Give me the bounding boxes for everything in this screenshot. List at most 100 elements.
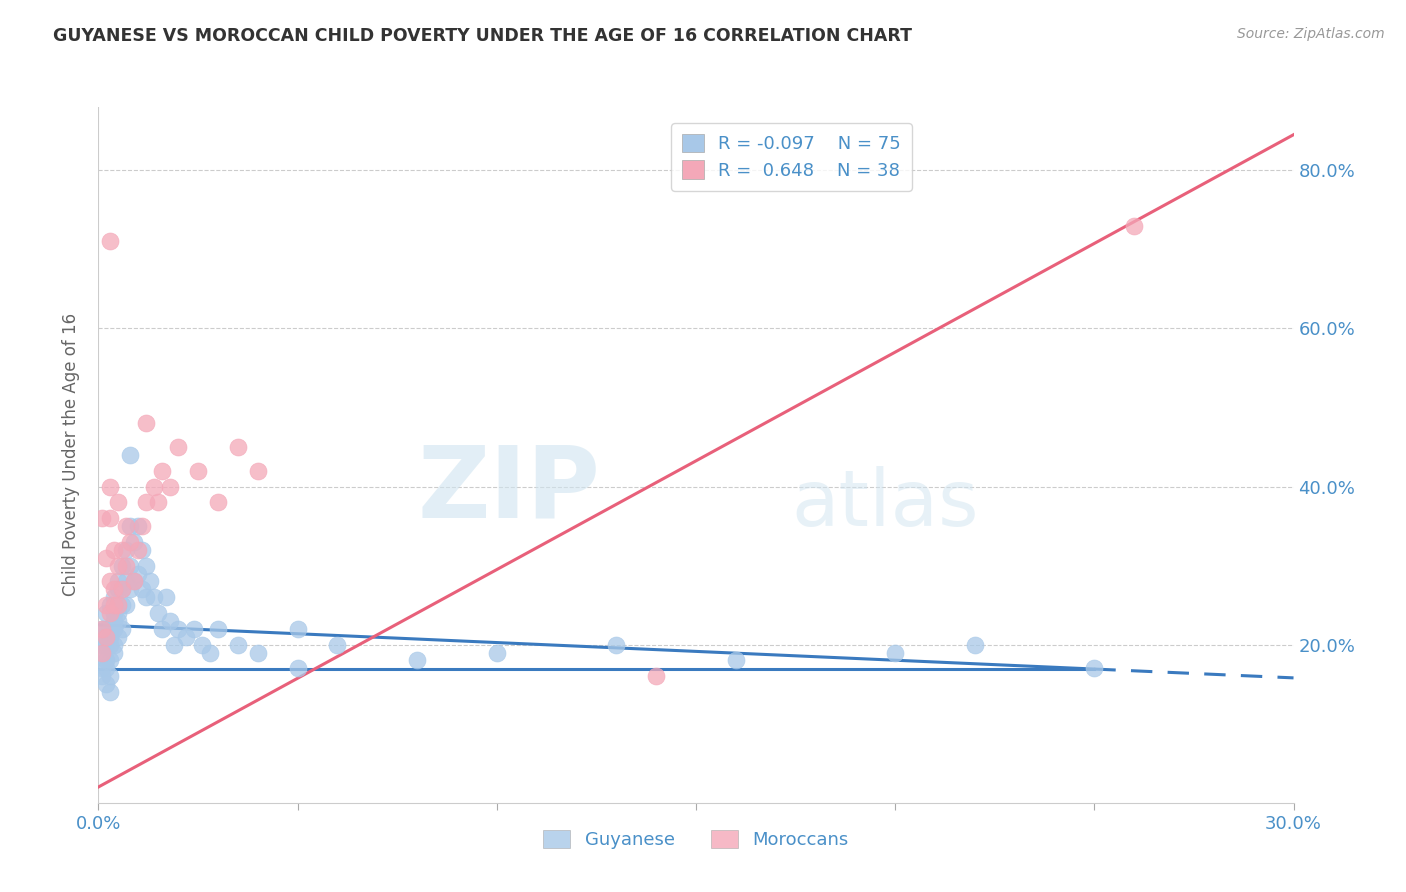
Moroccans bbox=[226, 440, 249, 454]
Moroccans bbox=[246, 464, 269, 478]
Guyanese bbox=[103, 591, 125, 605]
Guyanese bbox=[111, 622, 134, 636]
Guyanese bbox=[103, 646, 125, 660]
Moroccans bbox=[207, 495, 229, 509]
Guyanese bbox=[148, 606, 170, 620]
Text: GUYANESE VS MOROCCAN CHILD POVERTY UNDER THE AGE OF 16 CORRELATION CHART: GUYANESE VS MOROCCAN CHILD POVERTY UNDER… bbox=[53, 27, 912, 45]
Guyanese bbox=[91, 669, 114, 683]
Guyanese bbox=[91, 638, 114, 652]
Guyanese bbox=[174, 630, 197, 644]
Guyanese bbox=[115, 598, 138, 612]
Guyanese bbox=[406, 653, 429, 667]
Guyanese bbox=[115, 542, 138, 557]
Moroccans bbox=[1123, 219, 1146, 233]
Guyanese bbox=[120, 519, 142, 533]
Guyanese bbox=[96, 630, 118, 644]
Guyanese bbox=[127, 519, 149, 533]
Guyanese bbox=[98, 598, 122, 612]
Guyanese bbox=[91, 646, 114, 660]
Moroccans bbox=[131, 519, 153, 533]
Guyanese bbox=[191, 638, 214, 652]
Text: Source: ZipAtlas.com: Source: ZipAtlas.com bbox=[1237, 27, 1385, 41]
Guyanese bbox=[103, 606, 125, 620]
Moroccans bbox=[187, 464, 209, 478]
Y-axis label: Child Poverty Under the Age of 16: Child Poverty Under the Age of 16 bbox=[62, 313, 80, 597]
Moroccans bbox=[91, 646, 114, 660]
Guyanese bbox=[724, 653, 747, 667]
Guyanese bbox=[131, 582, 153, 597]
Guyanese bbox=[183, 622, 205, 636]
Guyanese bbox=[107, 606, 129, 620]
Guyanese bbox=[107, 598, 129, 612]
Moroccans bbox=[96, 598, 118, 612]
Guyanese bbox=[107, 574, 129, 589]
Moroccans bbox=[167, 440, 190, 454]
Moroccans bbox=[107, 558, 129, 573]
Guyanese bbox=[163, 638, 186, 652]
Moroccans bbox=[111, 542, 134, 557]
Guyanese bbox=[127, 566, 149, 581]
Guyanese bbox=[96, 677, 118, 691]
Moroccans bbox=[143, 479, 166, 493]
Guyanese bbox=[167, 622, 190, 636]
Guyanese bbox=[103, 622, 125, 636]
Moroccans bbox=[103, 598, 125, 612]
Moroccans bbox=[120, 534, 142, 549]
Guyanese bbox=[98, 638, 122, 652]
Guyanese bbox=[96, 661, 118, 675]
Guyanese bbox=[91, 622, 114, 636]
Guyanese bbox=[111, 598, 134, 612]
Guyanese bbox=[96, 638, 118, 652]
Guyanese bbox=[155, 591, 177, 605]
Guyanese bbox=[198, 646, 221, 660]
Moroccans bbox=[98, 574, 122, 589]
Guyanese bbox=[107, 630, 129, 644]
Guyanese bbox=[884, 646, 907, 660]
Moroccans bbox=[91, 511, 114, 525]
Legend: Guyanese, Moroccans: Guyanese, Moroccans bbox=[536, 822, 856, 856]
Moroccans bbox=[96, 630, 118, 644]
Moroccans bbox=[124, 574, 146, 589]
Guyanese bbox=[98, 685, 122, 699]
Guyanese bbox=[135, 591, 157, 605]
Moroccans bbox=[98, 606, 122, 620]
Guyanese bbox=[287, 661, 309, 675]
Moroccans bbox=[98, 235, 122, 249]
Guyanese bbox=[98, 630, 122, 644]
Guyanese bbox=[1083, 661, 1105, 675]
Guyanese bbox=[326, 638, 349, 652]
Moroccans bbox=[98, 511, 122, 525]
Moroccans bbox=[148, 495, 170, 509]
Guyanese bbox=[963, 638, 986, 652]
Moroccans bbox=[107, 495, 129, 509]
Moroccans bbox=[98, 479, 122, 493]
Guyanese bbox=[91, 661, 114, 675]
Guyanese bbox=[96, 622, 118, 636]
Moroccans bbox=[645, 669, 668, 683]
Guyanese bbox=[120, 448, 142, 462]
Guyanese bbox=[103, 638, 125, 652]
Guyanese bbox=[226, 638, 249, 652]
Moroccans bbox=[103, 542, 125, 557]
Moroccans bbox=[159, 479, 181, 493]
Guyanese bbox=[150, 622, 173, 636]
Guyanese bbox=[143, 591, 166, 605]
Guyanese bbox=[96, 653, 118, 667]
Moroccans bbox=[103, 582, 125, 597]
Guyanese bbox=[98, 622, 122, 636]
Guyanese bbox=[246, 646, 269, 660]
Guyanese bbox=[111, 582, 134, 597]
Guyanese bbox=[107, 614, 129, 628]
Guyanese bbox=[287, 622, 309, 636]
Guyanese bbox=[131, 542, 153, 557]
Guyanese bbox=[98, 653, 122, 667]
Moroccans bbox=[135, 417, 157, 431]
Guyanese bbox=[124, 574, 146, 589]
Moroccans bbox=[96, 550, 118, 565]
Moroccans bbox=[115, 558, 138, 573]
Guyanese bbox=[111, 558, 134, 573]
Guyanese bbox=[107, 582, 129, 597]
Guyanese bbox=[103, 614, 125, 628]
Guyanese bbox=[485, 646, 508, 660]
Guyanese bbox=[120, 558, 142, 573]
